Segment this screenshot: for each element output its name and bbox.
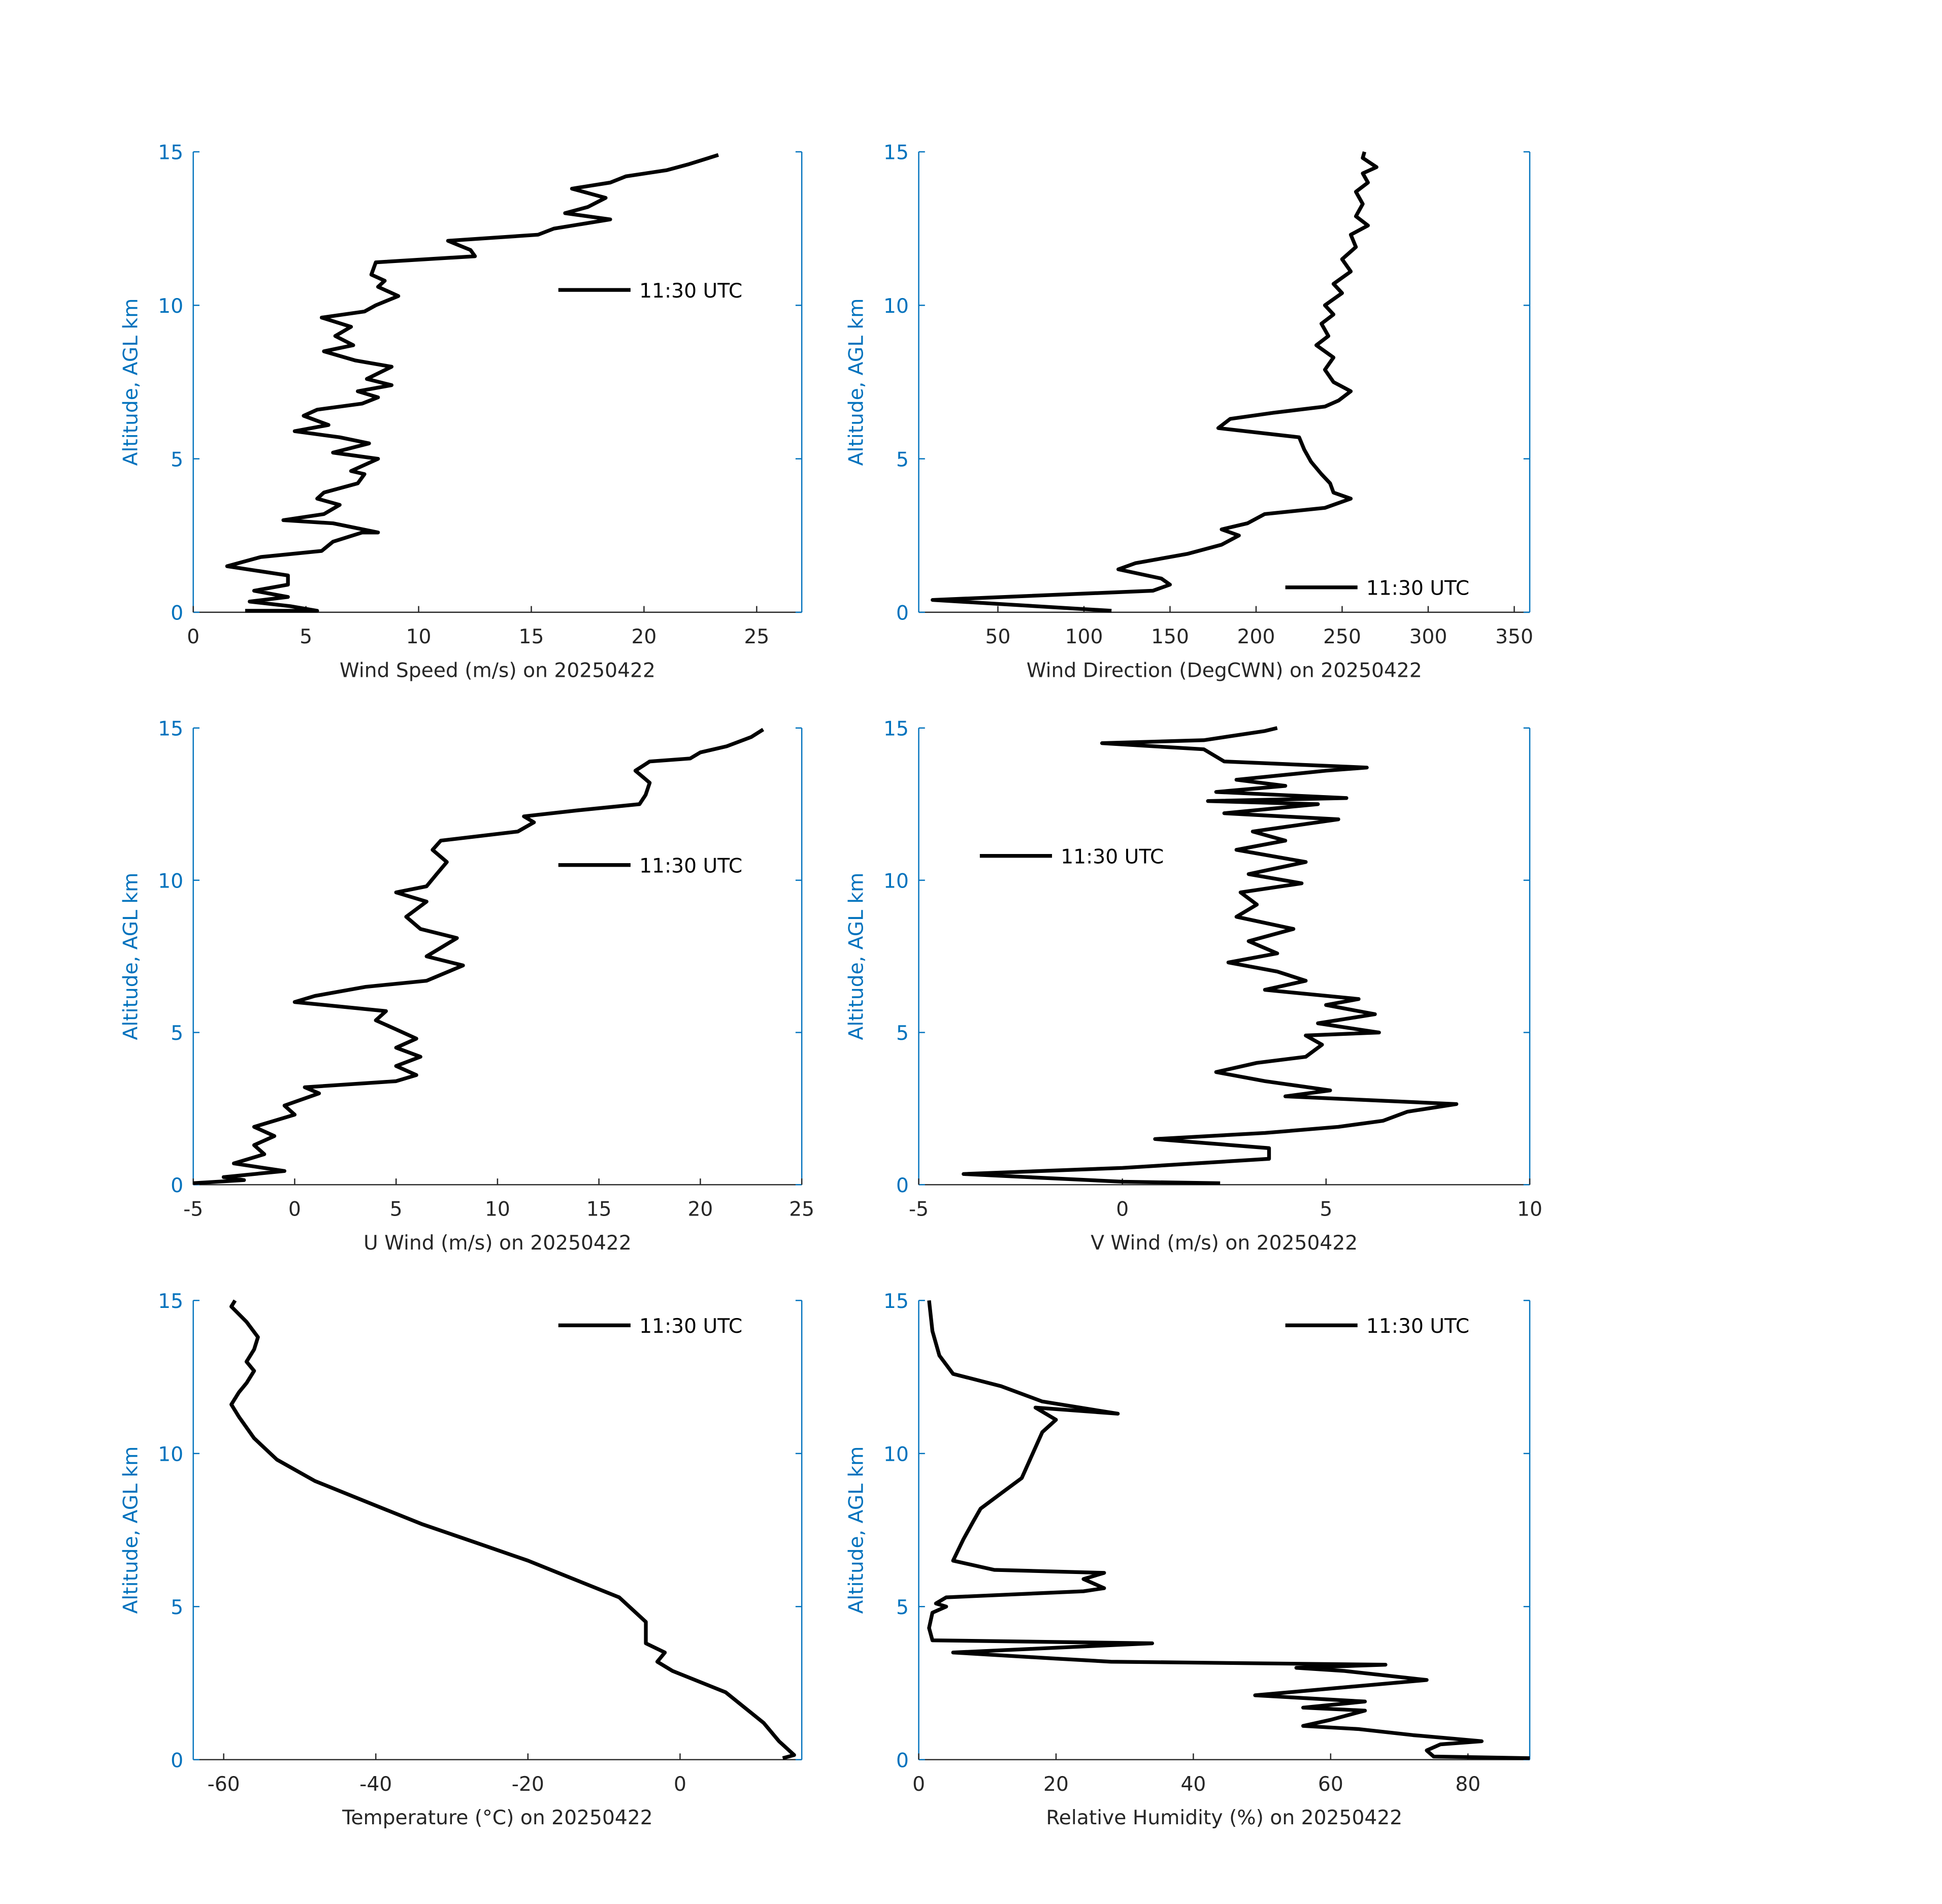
y-tick-label: 5 [171, 1596, 183, 1619]
y-tick-label: 0 [171, 602, 183, 625]
x-tick-label: 0 [288, 1198, 301, 1221]
x-tick-label: 0 [912, 1773, 925, 1796]
x-tick-label: -5 [183, 1198, 203, 1221]
y-axis-label: Altitude, AGL km [119, 873, 142, 1040]
x-axis-label: Wind Direction (DegCWN) on 20250422 [1027, 659, 1422, 682]
y-tick-label: 5 [896, 1596, 909, 1619]
y-tick-label: 15 [883, 718, 909, 741]
x-tick-label: 25 [789, 1198, 814, 1221]
legend-label: 11:30 UTC [1366, 577, 1469, 600]
legend-label: 11:30 UTC [1366, 1315, 1469, 1338]
subplot: 0 5 10 15 0 5 10 15 20 25 Wind Speed (m/s) on 2025… [119, 142, 803, 682]
x-tick-label: 200 [1237, 626, 1275, 648]
x-tick-label: 350 [1495, 626, 1533, 648]
y-tick-label: 0 [896, 1749, 909, 1772]
y-axis-label: Altitude, AGL km [119, 1447, 142, 1614]
x-tick-label: 5 [390, 1198, 403, 1221]
profile-line [927, 1300, 1530, 1760]
subplot: 0 5 10 15 0 20 40 60 80 Relative Humidity (%) on … [845, 1290, 1531, 1829]
x-tick-label: 0 [1116, 1198, 1129, 1221]
x-tick-label: 10 [1517, 1198, 1542, 1221]
x-tick-label: 0 [674, 1773, 686, 1796]
y-tick-label: 10 [883, 1443, 909, 1466]
y-tick-label: 15 [158, 142, 183, 165]
y-tick-label: 0 [171, 1174, 183, 1197]
legend-label: 11:30 UTC [639, 1315, 742, 1338]
y-tick-label: 5 [896, 1022, 909, 1045]
x-tick-label: 40 [1180, 1773, 1206, 1796]
subplot: 0 5 10 15 -60 -40 -20 0 Temperature (°C) on 2025… [119, 1290, 803, 1829]
x-axis-label: U Wind (m/s) on 20250422 [364, 1232, 632, 1255]
profile-line [962, 726, 1459, 1186]
x-tick-label: -5 [909, 1198, 929, 1221]
y-tick-label: 5 [896, 448, 909, 471]
x-tick-label: 15 [519, 626, 544, 648]
y-tick-label: 15 [158, 718, 183, 741]
x-tick-label: 15 [586, 1198, 612, 1221]
y-axis-label: Altitude, AGL km [845, 873, 868, 1040]
x-axis-label: Wind Speed (m/s) on 20250422 [340, 659, 655, 682]
y-tick-label: 5 [171, 1022, 183, 1045]
x-tick-label: 100 [1065, 626, 1103, 648]
y-tick-label: 0 [896, 602, 909, 625]
x-tick-label: -20 [512, 1773, 544, 1796]
y-tick-label: 0 [896, 1174, 909, 1197]
y-tick-label: 10 [883, 870, 909, 893]
y-tick-label: 15 [158, 1290, 183, 1313]
x-axis-label: V Wind (m/s) on 20250422 [1091, 1232, 1358, 1255]
x-tick-label: 0 [187, 626, 200, 648]
x-tick-label: 250 [1323, 626, 1361, 648]
x-tick-label: -40 [359, 1773, 392, 1796]
x-tick-label: 25 [744, 626, 769, 648]
y-axis-label: Altitude, AGL km [845, 1447, 868, 1614]
x-tick-label: 10 [406, 626, 432, 648]
x-tick-label: 20 [687, 1198, 713, 1221]
profile-line [229, 1299, 796, 1760]
x-tick-label: 150 [1151, 626, 1189, 648]
x-tick-label: 5 [300, 626, 312, 648]
x-axis-label: Relative Humidity (%) on 20250422 [1046, 1807, 1402, 1829]
y-tick-label: 10 [883, 295, 909, 318]
y-tick-label: 0 [171, 1749, 183, 1772]
subplot: 0 5 10 15 50 100 150 200 250 300 350 Wind Direction… [845, 142, 1533, 682]
y-tick-label: 10 [158, 870, 183, 893]
x-tick-label: -60 [208, 1773, 240, 1796]
x-tick-label: 60 [1318, 1773, 1343, 1796]
x-tick-label: 80 [1455, 1773, 1480, 1796]
x-tick-label: 50 [985, 626, 1011, 648]
y-axis-label: Altitude, AGL km [845, 299, 868, 466]
profile-line [193, 728, 765, 1186]
y-tick-label: 15 [883, 142, 909, 165]
x-tick-label: 5 [1320, 1198, 1332, 1221]
x-axis-label: Temperature (°C) on 20250422 [342, 1807, 653, 1829]
profile-line [931, 151, 1378, 613]
y-tick-label: 10 [158, 295, 183, 318]
x-tick-label: 10 [485, 1198, 510, 1221]
y-tick-label: 5 [171, 448, 183, 471]
y-tick-label: 15 [883, 1290, 909, 1313]
legend-label: 11:30 UTC [639, 280, 742, 303]
y-axis-label: Altitude, AGL km [119, 299, 142, 466]
x-tick-label: 20 [631, 626, 656, 648]
y-tick-label: 10 [158, 1443, 183, 1466]
x-tick-label: 300 [1409, 626, 1447, 648]
legend-label: 11:30 UTC [1061, 845, 1164, 868]
x-tick-label: 20 [1043, 1773, 1069, 1796]
legend-label: 11:30 UTC [639, 855, 742, 877]
profile-line [225, 153, 719, 613]
